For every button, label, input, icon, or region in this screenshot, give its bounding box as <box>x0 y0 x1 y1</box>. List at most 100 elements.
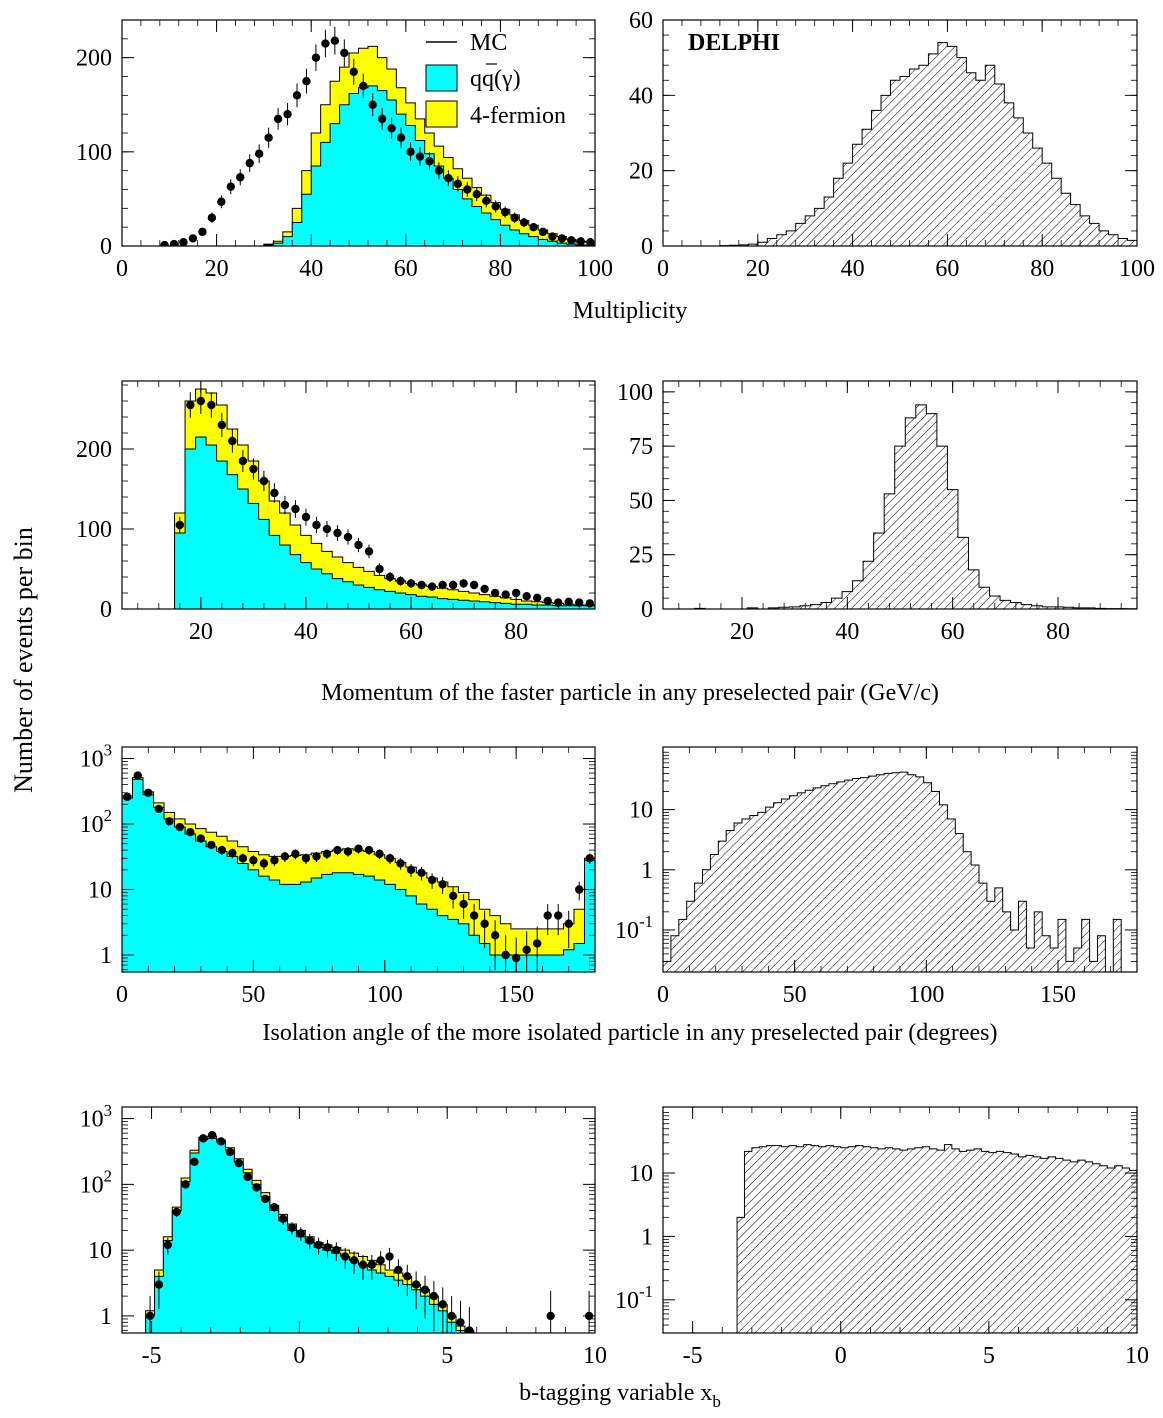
data-point <box>586 238 595 246</box>
data-point <box>532 939 542 948</box>
tick-label: 150 <box>498 982 534 1008</box>
data-point <box>543 596 552 606</box>
tick-label: 80 <box>504 619 528 645</box>
data-point <box>491 202 500 211</box>
data-point <box>354 540 363 550</box>
data-point <box>368 100 377 109</box>
tick-label: 103 <box>80 1101 112 1133</box>
tick-label: 20 <box>730 619 754 645</box>
data-point <box>186 828 195 837</box>
data-point <box>575 598 584 607</box>
series-qq <box>122 85 595 246</box>
data-point <box>511 588 521 598</box>
tick-label-base: 10 <box>80 1107 104 1133</box>
data-point <box>425 157 434 166</box>
data-point <box>254 149 264 158</box>
data-point <box>472 190 481 199</box>
data-point <box>459 899 468 909</box>
tick-label: 0 <box>641 234 653 260</box>
data-point <box>375 564 384 574</box>
tick-label: 20 <box>205 256 229 282</box>
tick-label: 40 <box>299 256 323 282</box>
data-point <box>456 1318 465 1327</box>
data-point <box>163 1240 173 1250</box>
data-point <box>330 36 340 45</box>
data-point <box>469 911 479 920</box>
data-point <box>332 1245 341 1255</box>
data-point <box>301 512 311 522</box>
tick-label-exp: 2 <box>104 1167 112 1186</box>
tick-label: 5 <box>441 1343 453 1369</box>
data-point <box>340 48 349 58</box>
data-point <box>207 1130 217 1140</box>
plot-area <box>145 1130 594 1333</box>
data-point <box>548 232 557 241</box>
data-point <box>396 576 405 586</box>
tick-label: 5 <box>983 1343 995 1369</box>
series-signal-hatched <box>663 42 1137 246</box>
tick-label: 0 <box>835 1343 847 1369</box>
data-point <box>396 133 406 142</box>
data-point <box>427 875 437 885</box>
tick-label: 100 <box>367 982 403 1008</box>
tick-label-base: 10 <box>615 1288 639 1314</box>
data-point <box>188 234 198 243</box>
data-point <box>145 1311 155 1321</box>
data-point <box>259 476 269 486</box>
series-signal-hatched <box>736 1144 1137 1333</box>
tick-label: 200 <box>76 46 112 72</box>
data-point <box>261 1194 270 1204</box>
data-point <box>448 891 458 901</box>
data-point <box>411 1280 421 1289</box>
data-point <box>448 580 458 590</box>
legend: MC qq(γ) 4-fermion <box>425 30 566 129</box>
panel-1: 0 20 40 60 80 100 0 100 200 <box>76 19 613 282</box>
data-point <box>585 599 594 608</box>
data-point <box>406 147 415 157</box>
data-point <box>278 1214 288 1223</box>
data-point <box>480 919 489 928</box>
tick-label: 10 <box>629 1161 653 1187</box>
tick-label: 10-1 <box>615 1282 653 1314</box>
tick-label: 100 <box>76 517 112 543</box>
data-point <box>196 396 206 406</box>
data-point <box>291 504 300 514</box>
data-point <box>322 524 332 534</box>
data-point <box>199 1134 208 1143</box>
data-point <box>186 400 195 410</box>
row2-title: Momentum of the faster particle in any p… <box>321 680 939 706</box>
tick-label: 80 <box>1030 256 1054 282</box>
tick-label-exp: -1 <box>639 1282 653 1301</box>
data-point <box>144 788 153 797</box>
data-point <box>375 849 384 859</box>
tick-label-exp: 3 <box>104 1101 112 1120</box>
plot-area <box>663 771 1122 972</box>
data-point <box>160 240 169 246</box>
tick-label: 1 <box>641 858 653 884</box>
data-point <box>280 852 290 861</box>
tick-label: 10-1 <box>615 912 653 944</box>
data-point <box>217 845 227 855</box>
row1-title: Multiplicity <box>573 298 688 324</box>
data-point <box>453 179 463 189</box>
tick-label: 100 <box>1119 256 1155 282</box>
tick-label: 102 <box>80 806 112 838</box>
tick-label: 150 <box>1040 982 1076 1008</box>
data-point <box>311 53 321 62</box>
tick-label: 0 <box>657 256 669 282</box>
experiment-label: DELPHI <box>688 30 780 56</box>
data-point <box>427 582 437 591</box>
data-point <box>376 1256 385 1265</box>
data-point <box>196 834 206 843</box>
data-point <box>175 822 185 832</box>
data-point <box>207 213 217 222</box>
data-point <box>394 1265 403 1275</box>
data-point <box>532 593 542 602</box>
series-signal-hatched <box>663 404 1137 609</box>
panel-frame <box>662 19 1138 247</box>
tick-label: 10 <box>1125 1343 1149 1369</box>
tick-label: 40 <box>629 83 653 109</box>
tick-label: 1 <box>100 943 112 969</box>
data-point <box>165 817 174 826</box>
data-point <box>459 579 468 588</box>
